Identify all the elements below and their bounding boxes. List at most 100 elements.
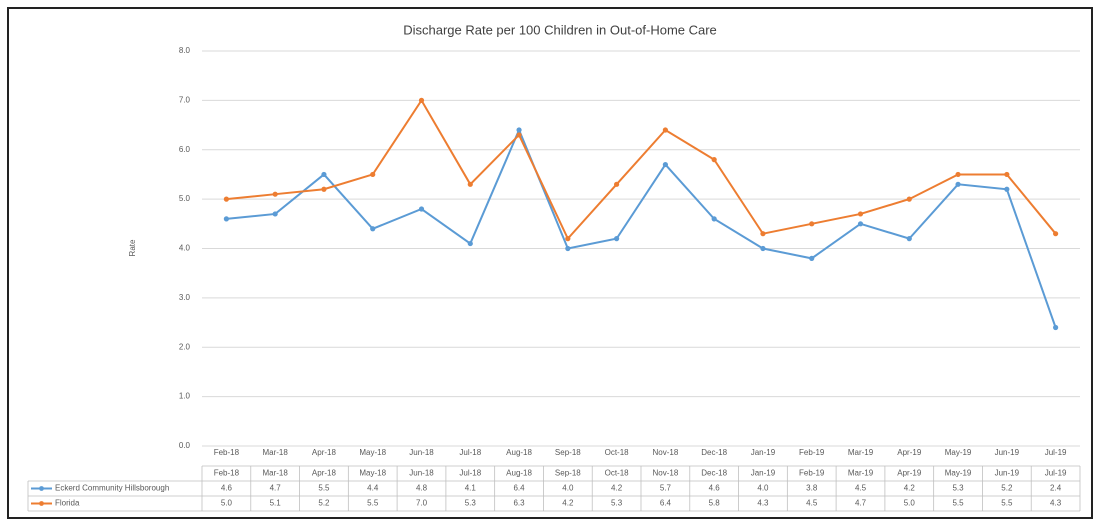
table-value: 4.5	[855, 484, 867, 493]
marker	[418, 97, 425, 103]
marker	[955, 181, 961, 187]
table-value: 6.3	[513, 499, 525, 508]
table-value: 5.3	[952, 484, 964, 493]
chart-title: Discharge Rate per 100 Children in Out-o…	[403, 22, 717, 37]
table-value: 4.8	[416, 484, 428, 493]
marker	[614, 181, 620, 187]
table-value: 4.2	[904, 484, 916, 493]
table-header: Sep-18	[555, 469, 581, 478]
series-line	[226, 98, 1057, 241]
marker	[809, 221, 815, 227]
legend-marker	[39, 486, 44, 491]
marker	[516, 127, 522, 133]
marker	[272, 191, 278, 197]
legend-label: Florida	[55, 499, 80, 508]
x-tick-label: May-18	[359, 448, 386, 457]
marker	[223, 216, 229, 222]
marker	[516, 132, 522, 138]
y-tick-label: 1.0	[179, 392, 191, 401]
table-header: Aug-18	[506, 469, 532, 478]
table-value: 4.6	[709, 484, 721, 493]
marker	[1053, 231, 1059, 237]
x-tick-label: Nov-18	[652, 448, 678, 457]
x-tick-label: May-19	[945, 448, 972, 457]
table-value: 5.0	[221, 499, 233, 508]
legend-marker	[39, 501, 44, 506]
table-header: Apr-18	[312, 469, 337, 478]
table-header: Jul-18	[459, 469, 481, 478]
table-value: 5.8	[709, 499, 721, 508]
marker	[418, 206, 425, 212]
table-header: May-18	[359, 469, 386, 478]
table-value: 4.1	[465, 484, 477, 493]
table-header: Jan-19	[751, 469, 776, 478]
table-header: Feb-19	[799, 469, 825, 478]
table-header: Feb-18	[214, 469, 240, 478]
table-value: 5.5	[952, 499, 964, 508]
marker	[906, 196, 912, 202]
table-value: 5.3	[611, 499, 623, 508]
x-tick-label: Jul-19	[1045, 448, 1067, 457]
marker	[1004, 171, 1010, 178]
table-header: Mar-19	[848, 469, 874, 478]
x-tick-label: Oct-18	[605, 448, 630, 457]
y-tick-label: 8.0	[179, 46, 191, 55]
x-tick-label: Dec-18	[701, 448, 727, 457]
x-tick-label: Jan-19	[751, 448, 776, 457]
marker	[321, 171, 327, 178]
x-tick-label: Mar-18	[262, 448, 288, 457]
frame	[7, 7, 1093, 519]
marker	[760, 245, 766, 252]
marker	[272, 211, 278, 217]
table-value: 5.2	[318, 499, 330, 508]
marker	[1004, 186, 1010, 192]
table-value: 5.0	[904, 499, 916, 508]
table-header: Oct-18	[605, 469, 630, 478]
table-value: 3.8	[806, 484, 818, 493]
marker	[906, 236, 912, 242]
x-tick-label: Apr-19	[897, 448, 922, 457]
y-tick-label: 2.0	[179, 342, 191, 351]
table-header: Mar-18	[262, 469, 288, 478]
marker	[321, 186, 327, 192]
table-value: 5.5	[367, 499, 379, 508]
y-tick-label: 6.0	[179, 145, 191, 154]
table-value: 4.2	[562, 499, 574, 508]
y-tick-label: 5.0	[179, 194, 191, 203]
table-header: Jul-19	[1045, 469, 1067, 478]
marker	[809, 255, 815, 261]
table-value: 4.6	[221, 484, 233, 493]
table-value: 4.3	[757, 499, 769, 508]
table-value: 5.3	[465, 499, 477, 508]
y-tick-label: 0.0	[179, 441, 191, 450]
y-axis-label: Rate	[128, 239, 137, 256]
marker	[1053, 324, 1059, 331]
table-value: 5.5	[318, 484, 330, 493]
table-value: 2.4	[1050, 484, 1062, 493]
series-line	[226, 127, 1057, 328]
table-value: 4.5	[806, 499, 818, 508]
table-value: 5.1	[270, 499, 282, 508]
marker	[223, 196, 229, 202]
y-tick-label: 4.0	[179, 244, 191, 253]
x-tick-label: Apr-18	[312, 448, 337, 457]
table-header: Dec-18	[701, 469, 727, 478]
y-tick-label: 3.0	[179, 293, 191, 302]
table-value: 5.5	[1001, 499, 1013, 508]
table-value: 4.7	[855, 499, 867, 508]
table-value: 4.0	[757, 484, 769, 493]
marker	[370, 226, 376, 232]
marker	[662, 161, 668, 168]
table-header: Apr-19	[897, 469, 922, 478]
table-value: 4.0	[562, 484, 574, 493]
x-tick-label: Jun-19	[995, 448, 1020, 457]
marker	[857, 211, 864, 217]
table-value: 6.4	[513, 484, 525, 493]
table-value: 4.2	[611, 484, 623, 493]
x-tick-label: Feb-19	[799, 448, 825, 457]
x-tick-label: Jun-18	[409, 448, 434, 457]
marker	[370, 171, 376, 178]
marker	[662, 127, 668, 133]
x-tick-label: Jul-18	[459, 448, 481, 457]
